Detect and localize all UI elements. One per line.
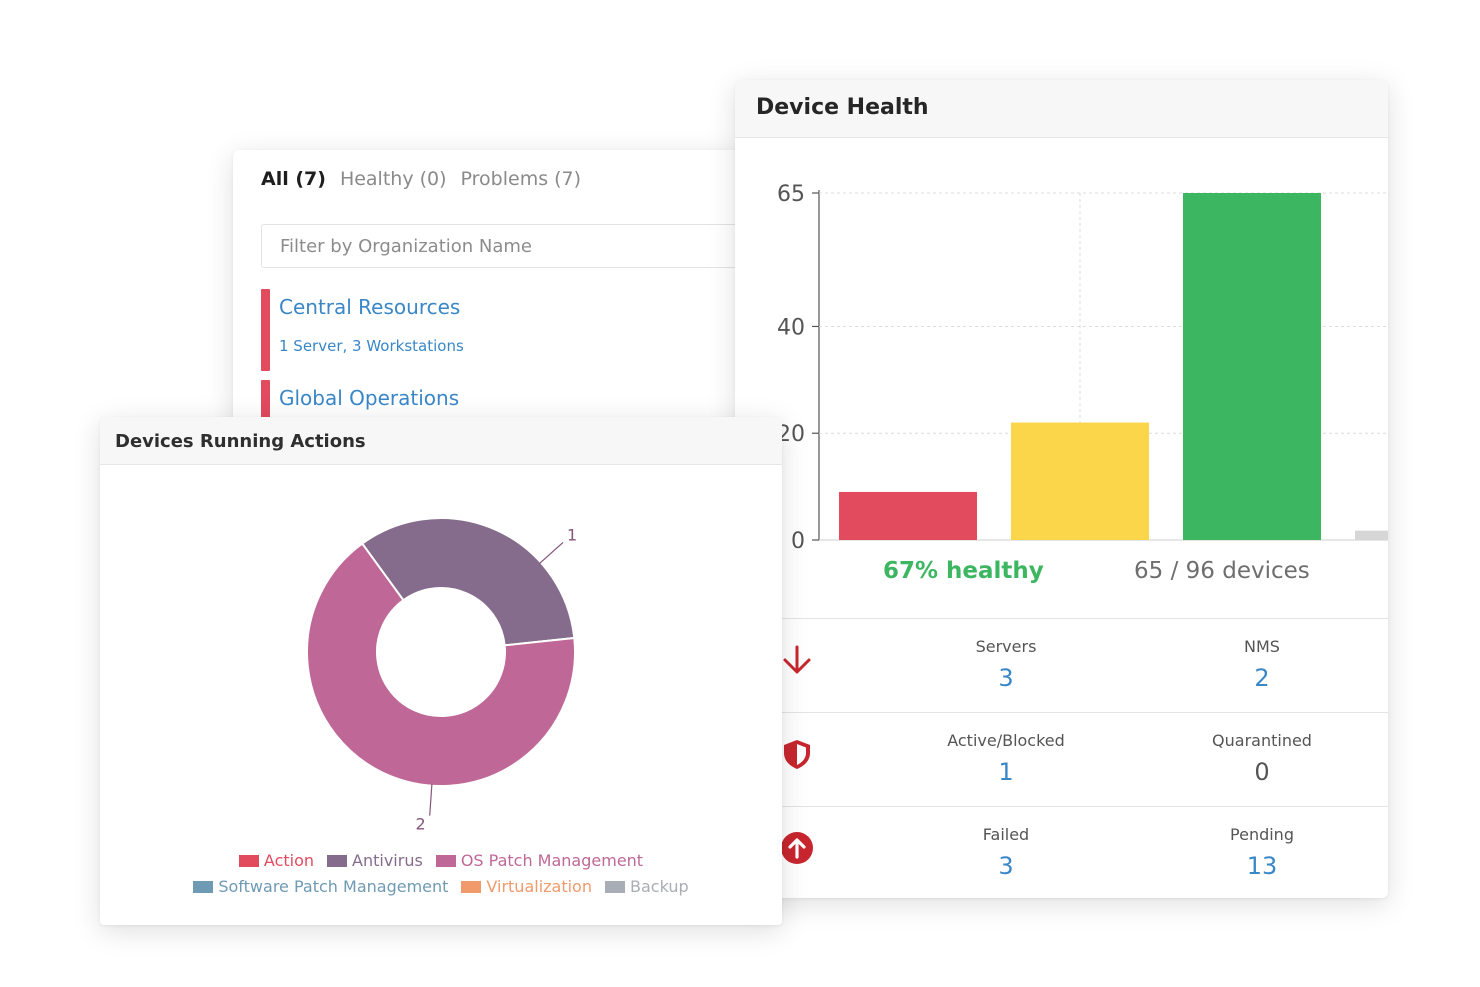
donut-slice-antivirus	[360, 517, 576, 647]
stat-label: Active/Blocked	[947, 731, 1065, 750]
tab-healthy[interactable]: Healthy (0)	[339, 168, 447, 190]
active-blocked-stat[interactable]: Active/Blocked 1	[906, 731, 1106, 786]
bar-unhealthy	[839, 491, 977, 540]
legend-swatch	[604, 880, 625, 893]
healthy-percentage: 67% healthy	[883, 558, 1044, 584]
organization-filter-input[interactable]	[261, 224, 781, 268]
arrow-up-circle-icon	[781, 832, 813, 864]
legend-swatch	[238, 854, 259, 867]
donut-leader-line	[429, 783, 433, 816]
legend-row-1: Action Antivirus OS Patch Management	[100, 851, 782, 870]
legend-swatch	[193, 880, 214, 893]
legend-item-backup[interactable]: Backup	[604, 877, 689, 896]
quarantined-stat[interactable]: Quarantined 0	[1162, 731, 1362, 786]
stat-value[interactable]: 1	[998, 758, 1014, 786]
patch-row: Failed 3 Pending 13	[735, 806, 1388, 898]
stat-label: Pending	[1230, 825, 1294, 844]
org-name[interactable]: Central Resources	[279, 295, 461, 319]
failed-stat[interactable]: Failed 3	[906, 825, 1106, 880]
stat-label: NMS	[1244, 637, 1280, 656]
stat-label: Servers	[975, 637, 1037, 656]
stat-value[interactable]: 3	[998, 852, 1014, 880]
legend-label: Virtualization	[486, 877, 592, 896]
donut-value-label: 2	[416, 815, 426, 834]
stat-value[interactable]: 2	[1254, 664, 1270, 692]
legend-item-virtualization[interactable]: Virtualization	[461, 877, 592, 896]
servers-stat[interactable]: Servers 3	[906, 637, 1106, 692]
legend-item-action[interactable]: Action	[238, 851, 315, 870]
bar-other	[1355, 530, 1388, 540]
stat-label: Quarantined	[1212, 731, 1312, 750]
legend-row-2: Software Patch Management Virtualization…	[100, 877, 782, 896]
legend-label: Backup	[629, 877, 689, 896]
legend-swatch	[461, 880, 482, 893]
nms-stat[interactable]: NMS 2	[1162, 637, 1362, 692]
stat-value[interactable]: 0	[1254, 758, 1270, 786]
legend-label: Action	[263, 851, 315, 870]
legend-item-software-patch-management[interactable]: Software Patch Management	[193, 877, 448, 896]
servers-nms-row: Servers 3 NMS 2	[735, 618, 1388, 713]
legend-label: Antivirus	[352, 851, 423, 870]
device-health-panel: Device Health 0 20 40 65 67% healthy 65 / 9…	[735, 80, 1388, 898]
arrow-down-icon	[783, 645, 811, 674]
donut-slice-os-patch-management	[306, 542, 576, 787]
pending-stat[interactable]: Pending 13	[1162, 825, 1362, 880]
stat-value[interactable]: 3	[998, 664, 1014, 692]
legend-label: OS Patch Management	[460, 851, 644, 870]
bar-healthy	[1183, 193, 1321, 540]
org-status-bar	[261, 380, 270, 440]
legend-swatch	[435, 854, 456, 867]
actions-donut-chart: 12	[306, 517, 577, 834]
org-device-summary[interactable]: 1 Server, 3 Workstations	[279, 337, 464, 355]
devices-running-actions-title: Devices Running Actions	[100, 417, 782, 465]
tab-all[interactable]: All (7)	[261, 168, 326, 190]
org-status-bar	[261, 289, 270, 371]
y-tick-label: 0	[791, 529, 805, 554]
device-health-title: Device Health	[735, 80, 1388, 138]
org-name[interactable]: Global Operations	[279, 386, 460, 410]
y-tick-label: 65	[777, 182, 805, 207]
shield-icon	[784, 740, 810, 769]
stat-value[interactable]: 13	[1246, 852, 1278, 880]
legend-item-os-patch-management[interactable]: OS Patch Management	[435, 851, 644, 870]
legend-swatch	[327, 854, 348, 867]
organizations-panel: All (7) Healthy (0) Problems (7) Central…	[233, 150, 793, 450]
tab-problems[interactable]: Problems (7)	[460, 168, 582, 190]
y-tick-label: 40	[777, 315, 805, 340]
org-filter-tabs: All (7) Healthy (0) Problems (7)	[261, 168, 581, 190]
bar-warning	[1011, 422, 1149, 540]
donut-value-label: 1	[567, 525, 577, 544]
stat-label: Failed	[982, 825, 1030, 844]
antivirus-row: Active/Blocked 1 Quarantined 0	[735, 712, 1388, 807]
legend-item-antivirus[interactable]: Antivirus	[327, 851, 423, 870]
legend-label: Software Patch Management	[218, 877, 449, 896]
device-count: 65 / 96 devices	[1134, 558, 1310, 584]
donut-leader-line	[538, 541, 564, 565]
